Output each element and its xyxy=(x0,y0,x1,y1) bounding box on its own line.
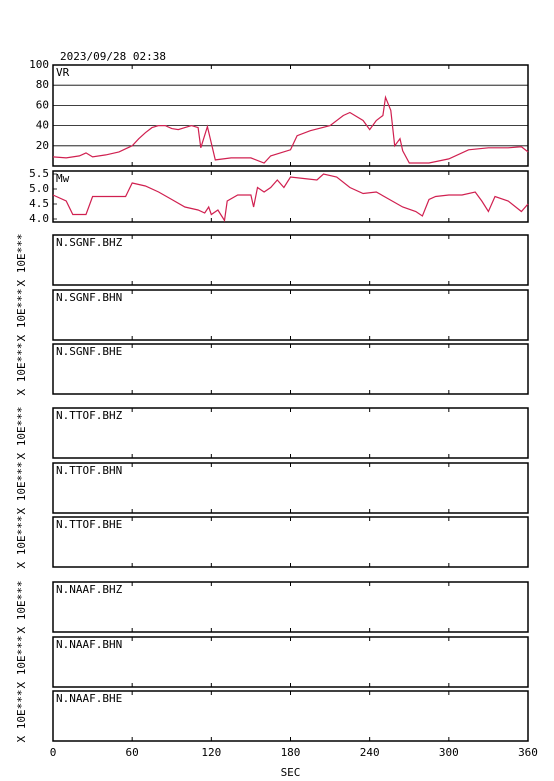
y-axis-label: X 10E*** xyxy=(15,289,28,342)
panel-label: N.TTOF.BHZ xyxy=(56,409,123,422)
y-tick-label: 4.5 xyxy=(29,197,49,210)
panel-frame xyxy=(52,289,529,341)
x-tick-label: 180 xyxy=(281,746,301,759)
y-tick-label: 60 xyxy=(36,98,49,111)
panel-label: N.NAAF.BHE xyxy=(56,692,122,705)
x-tick-label: 60 xyxy=(126,746,139,759)
y-tick-label: 5.5 xyxy=(29,167,49,180)
panel-label: N.SGNF.BHE xyxy=(56,345,122,358)
y-tick-label: 80 xyxy=(36,78,49,91)
y-tick-label: 20 xyxy=(36,139,49,152)
x-tick-label: 240 xyxy=(360,746,380,759)
chart-title: 2023/09/28 02:38 xyxy=(60,50,166,63)
panel-label: Mw xyxy=(56,172,70,185)
panel-frame xyxy=(52,690,529,742)
y-axis-label: X 10E*** xyxy=(15,516,28,569)
panel-frame xyxy=(52,64,529,167)
y-tick-label: 5.0 xyxy=(29,182,49,195)
panel-frame xyxy=(52,407,529,459)
data-line xyxy=(52,95,529,164)
y-tick-label: 40 xyxy=(36,119,49,132)
x-tick-label: 120 xyxy=(201,746,221,759)
data-line xyxy=(52,173,529,223)
y-axis-label: X 10E*** xyxy=(15,581,28,634)
y-axis-label: X 10E*** xyxy=(15,462,28,515)
panel-frame xyxy=(52,636,529,688)
y-axis-label: X 10E*** xyxy=(15,690,28,743)
panel-frame xyxy=(52,581,529,633)
panel-label: N.NAAF.BHZ xyxy=(56,583,123,596)
x-tick-label: 360 xyxy=(518,746,538,759)
panel-label: N.SGNF.BHN xyxy=(56,291,122,304)
y-axis-label: X 10E*** xyxy=(15,234,28,287)
y-tick-label: 4.0 xyxy=(29,212,49,225)
y-axis-label: X 10E*** xyxy=(15,343,28,396)
panel-label: N.NAAF.BHN xyxy=(56,638,122,651)
y-axis-label: X 10E*** xyxy=(15,407,28,460)
y-axis-label: X 10E*** xyxy=(15,636,28,689)
panel-label: VR xyxy=(56,66,70,79)
panel-label: N.TTOF.BHN xyxy=(56,464,122,477)
panel-frame xyxy=(52,516,529,568)
panel-frame xyxy=(52,343,529,395)
panel-label: N.TTOF.BHE xyxy=(56,518,122,531)
x-axis-label: SEC xyxy=(281,766,301,779)
panel-label: N.SGNF.BHZ xyxy=(56,236,123,249)
panel-frame xyxy=(52,462,529,514)
y-tick-label: 100 xyxy=(29,58,49,71)
panel-frame xyxy=(52,234,529,286)
x-tick-label: 300 xyxy=(439,746,459,759)
x-tick-label: 0 xyxy=(50,746,57,759)
